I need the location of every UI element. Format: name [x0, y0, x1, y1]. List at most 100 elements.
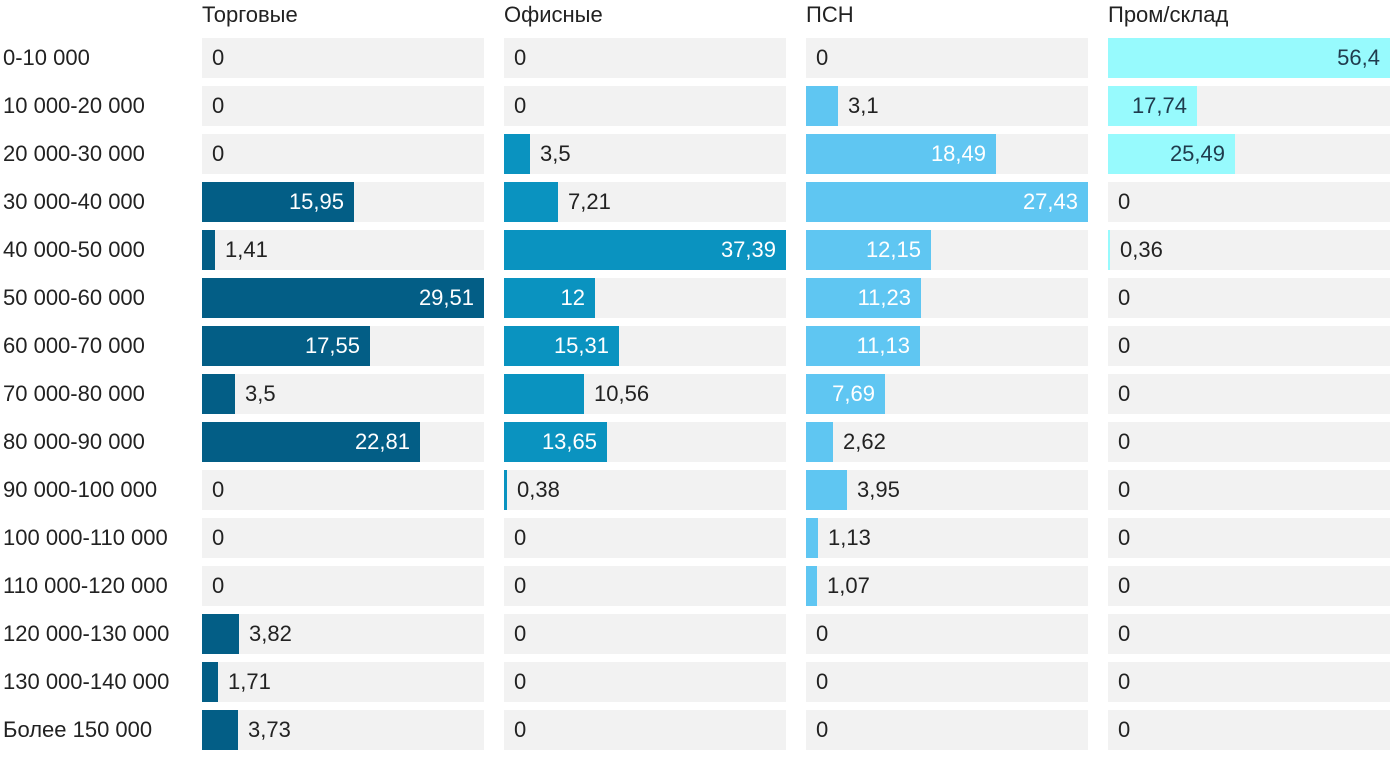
bar-track: 0 [1108, 374, 1390, 414]
bar [806, 374, 885, 414]
data-label: 1,13 [828, 525, 871, 550]
data-label: 17,55 [304, 333, 360, 358]
bar-track: 18,49 [806, 134, 1088, 174]
data-label: 0 [1118, 669, 1131, 694]
data-label: 3,73 [248, 717, 291, 742]
bar-track: 1,41 [202, 230, 484, 270]
series-header: Офисные [504, 2, 603, 27]
bar [806, 470, 847, 510]
bar-track: 29,51 [202, 278, 484, 318]
data-label: 7,21 [568, 189, 611, 214]
bar-track: 0 [806, 614, 1088, 654]
bar [504, 278, 595, 318]
bar [1108, 230, 1110, 270]
data-label: 29,51 [418, 285, 474, 310]
bar-track: 15,31 [504, 326, 786, 366]
data-label: 0 [1118, 189, 1131, 214]
data-label: 25,49 [1169, 141, 1225, 166]
bar-track: 22,81 [202, 422, 484, 462]
bar [806, 230, 931, 270]
data-label: 15,31 [553, 333, 609, 358]
bar-track: 17,74 [1108, 86, 1390, 126]
bar [504, 230, 786, 270]
category-label: 120 000-130 000 [3, 621, 170, 646]
bar-track: 0 [1108, 470, 1390, 510]
bar [202, 230, 215, 270]
bar-track: 0 [504, 38, 786, 78]
bar-track: 0 [504, 614, 786, 654]
bar-track: 3,82 [202, 614, 484, 654]
bar-track: 0 [504, 518, 786, 558]
bar-track: 7,21 [504, 182, 786, 222]
bar-track: 0 [1108, 566, 1390, 606]
bar-track: 13,65 [504, 422, 786, 462]
data-label: 0 [212, 141, 225, 166]
bar [806, 422, 833, 462]
bar-track: 0 [1108, 422, 1390, 462]
data-label: 0 [514, 669, 527, 694]
category-label: 50 000-60 000 [3, 285, 145, 310]
data-label: 0 [212, 525, 225, 550]
bar-track: 10,56 [504, 374, 786, 414]
data-label: 3,5 [245, 381, 276, 406]
data-label: 0 [1118, 333, 1131, 358]
bar [202, 614, 239, 654]
bar-track: 0 [202, 518, 484, 558]
bar [806, 86, 838, 126]
data-label: 3,95 [857, 477, 900, 502]
bar [504, 374, 584, 414]
data-label: 0 [1118, 621, 1131, 646]
bar-track: 56,4 [1108, 38, 1390, 78]
category-label: 100 000-110 000 [3, 525, 168, 550]
data-label: 3,5 [540, 141, 571, 166]
data-label: 7,69 [832, 381, 875, 406]
data-label: 10,56 [594, 381, 650, 406]
bar-track: 0 [504, 710, 786, 750]
data-label: 0 [1118, 525, 1131, 550]
data-label: 13,65 [541, 429, 597, 454]
data-label: 12,15 [865, 237, 921, 262]
bar [806, 326, 920, 366]
series-header: Торговые [202, 2, 298, 27]
data-label: 0 [816, 669, 829, 694]
data-label: 0 [816, 621, 829, 646]
data-label: 0 [212, 573, 225, 598]
bar [202, 182, 354, 222]
bar [202, 278, 484, 318]
bar-track: 0 [806, 662, 1088, 702]
data-label: 1,41 [225, 237, 268, 262]
bar [806, 134, 996, 174]
bar-track: 3,5 [504, 134, 786, 174]
bar-track: 0 [202, 566, 484, 606]
data-label: 0 [514, 93, 527, 118]
bar-track: 3,73 [202, 710, 484, 750]
bar [504, 470, 507, 510]
bar-track: 0 [1108, 614, 1390, 654]
data-label: 0 [1118, 429, 1131, 454]
bar [806, 182, 1088, 222]
bar-track: 0 [806, 710, 1088, 750]
bar [504, 422, 607, 462]
data-label: 27,43 [1022, 189, 1078, 214]
data-label: 0 [212, 477, 225, 502]
bar-track: 11,23 [806, 278, 1088, 318]
bar-track: 0,36 [1108, 230, 1390, 270]
category-label: 80 000-90 000 [3, 429, 145, 454]
data-label: 0 [514, 525, 527, 550]
data-label: 0 [816, 717, 829, 742]
category-label: 130 000-140 000 [3, 669, 170, 694]
bar-track: 3,95 [806, 470, 1088, 510]
bar-track: 0 [202, 470, 484, 510]
bar [202, 374, 235, 414]
data-label: 3,82 [249, 621, 292, 646]
data-label: 0,36 [1120, 237, 1163, 262]
category-label: 10 000-20 000 [3, 93, 145, 118]
data-label: 0 [1118, 381, 1131, 406]
data-label: 22,81 [354, 429, 410, 454]
bar-track: 3,1 [806, 86, 1088, 126]
bar-track: 27,43 [806, 182, 1088, 222]
category-label: 110 000-120 000 [3, 573, 168, 598]
category-label: 0-10 000 [3, 45, 90, 70]
category-label: Более 150 000 [3, 717, 153, 742]
